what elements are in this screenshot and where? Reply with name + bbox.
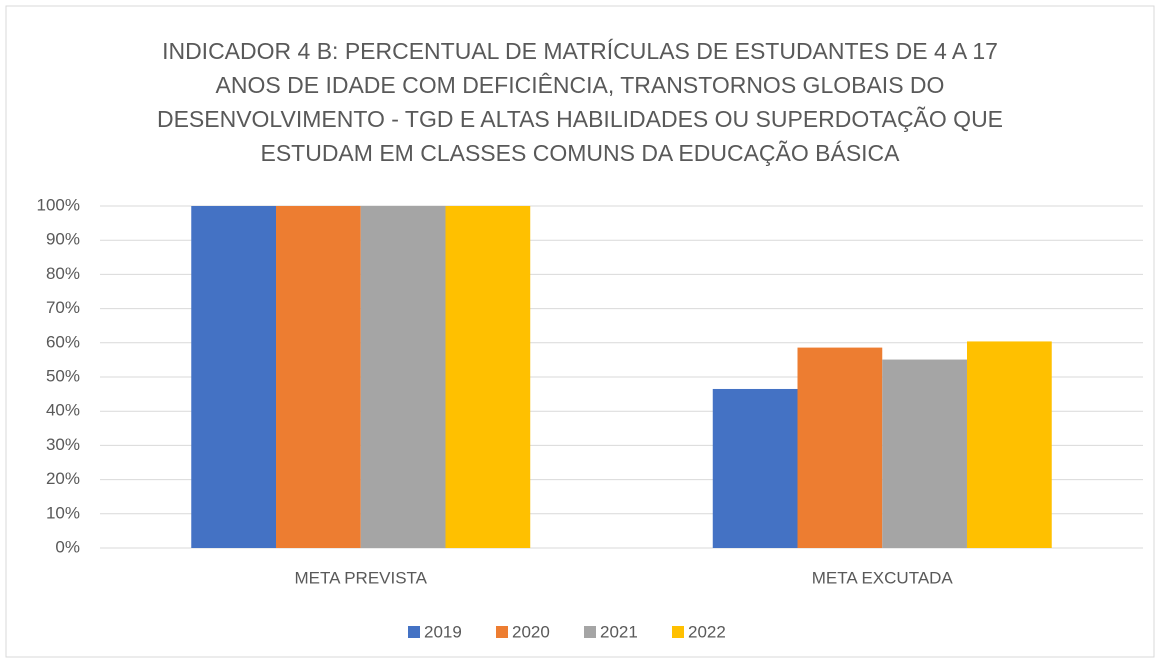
y-tick-label: 30%	[46, 435, 80, 454]
legend-label: 2021	[600, 622, 638, 641]
bar	[712, 388, 798, 548]
bar	[882, 359, 967, 548]
bar	[445, 206, 531, 548]
legend-swatch	[496, 626, 508, 638]
legend-swatch	[672, 626, 684, 638]
y-tick-label: 60%	[46, 332, 80, 351]
bar	[360, 206, 446, 548]
x-tick-label: META PREVISTA	[294, 568, 427, 587]
y-tick-label: 90%	[46, 230, 80, 249]
y-tick-label: 50%	[46, 366, 80, 385]
legend-swatch	[584, 626, 596, 638]
y-tick-label: 100%	[37, 195, 80, 214]
y-tick-label: 0%	[55, 537, 80, 556]
x-tick-label: META EXCUTADA	[812, 568, 954, 587]
y-tick-label: 80%	[46, 264, 80, 283]
bar	[797, 347, 883, 548]
bar	[276, 206, 361, 548]
legend-swatch	[408, 626, 420, 638]
legend-label: 2022	[688, 622, 726, 641]
y-tick-label: 20%	[46, 469, 80, 488]
y-tick-label: 10%	[46, 503, 80, 522]
legend-label: 2019	[424, 622, 462, 641]
y-tick-label: 70%	[46, 298, 80, 317]
legend-label: 2020	[512, 622, 550, 641]
chart-title: INDICADOR 4 B: PERCENTUAL DE MATRÍCULAS …	[156, 38, 1004, 166]
y-tick-label: 40%	[46, 401, 80, 420]
bar	[966, 341, 1052, 548]
bar	[191, 206, 277, 548]
